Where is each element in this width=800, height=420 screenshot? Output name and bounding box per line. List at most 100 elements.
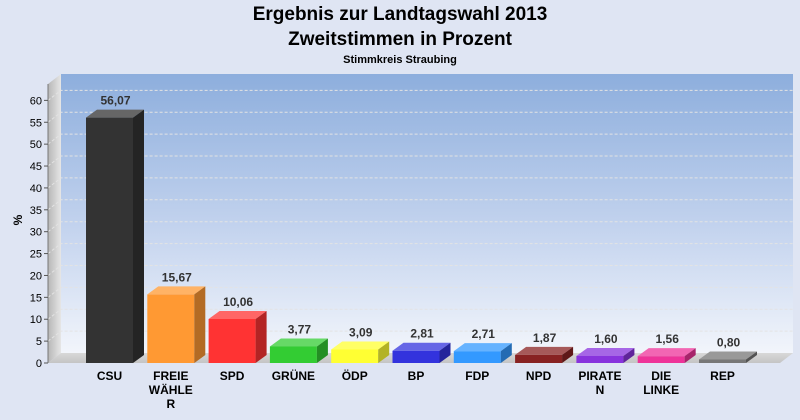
bar-value-label: 0,80 [717, 335, 741, 349]
bar-front [637, 356, 685, 363]
x-tick-label-line: BP [408, 369, 425, 383]
bar-top [637, 348, 696, 357]
y-tick-label: 55 [30, 117, 42, 129]
bar-value-label: 15,67 [162, 270, 192, 284]
bar-side [133, 109, 144, 363]
x-tick-label: CSU [97, 369, 122, 383]
x-tick-label: PIRATE N [578, 369, 621, 397]
grid-line [47, 177, 793, 189]
bar-side [623, 347, 635, 363]
bar-side [378, 341, 390, 363]
bar-value-label: 2,81 [410, 327, 434, 341]
bar-side [194, 286, 206, 363]
chart-title: Ergebnis zur Landtagswahl 2013 [252, 4, 548, 25]
x-tick-label: NPD [526, 369, 552, 383]
y-tick-label: 0 [36, 358, 42, 370]
grid-line [47, 89, 793, 101]
bar-3: 3,77 [269, 322, 328, 363]
grid-line [47, 264, 793, 276]
x-tick-label: BP [408, 369, 425, 383]
y-tick-label: 25 [30, 249, 42, 261]
chart-title-line2: Zweitstimmen in Prozent [288, 29, 512, 50]
y-tick-label: 5 [36, 336, 42, 348]
bar-top [269, 338, 328, 347]
bar-side [562, 346, 574, 363]
bar-9: 1,56 [637, 332, 696, 363]
grid-line [47, 243, 793, 254]
bar-8: 1,60 [576, 332, 635, 363]
bar-value-label: 1,60 [594, 332, 618, 346]
bar-top [331, 341, 390, 350]
bar-side [500, 343, 512, 363]
x-tick-label-line: REP [710, 369, 735, 383]
y-tick-label: 20 [30, 270, 42, 282]
bar-value-label: 10,06 [223, 295, 253, 309]
bar-side [316, 338, 328, 363]
x-tick-label-line: FDP [465, 369, 489, 383]
bar-front [453, 351, 501, 363]
x-tick-label: GRÜNE [272, 368, 315, 383]
x-tick-label-line: WÄHLE [149, 382, 193, 397]
bar-7: 1,87 [515, 331, 574, 363]
y-axis-label: % [11, 214, 25, 225]
bar-4: 3,09 [331, 325, 390, 363]
y-tick-label: 60 [30, 95, 42, 107]
y-tick-label: 15 [30, 292, 42, 304]
chart-subtitle: Stimmkreis Straubing [343, 54, 457, 66]
bar-side [684, 348, 696, 363]
bar-5: 2,81 [392, 327, 451, 363]
plot-side-wall [48, 74, 61, 363]
bar-top [699, 351, 757, 360]
bar-side [439, 342, 451, 363]
bar-front [208, 318, 256, 363]
bar-2: 10,06 [208, 295, 267, 363]
x-tick-label: FREIE WÄHLE R [149, 369, 193, 411]
x-tick-label-line: DIE [651, 369, 671, 383]
bar-side [746, 351, 757, 363]
x-tick-label: REP [710, 369, 735, 383]
y-tick-label: 35 [30, 205, 42, 217]
bar-10: 0,80 [699, 335, 757, 363]
x-tick-label-line: NPD [526, 369, 552, 383]
bar-front [269, 346, 317, 363]
x-tick-label-line: LINKE [643, 383, 679, 397]
x-tick-label-line: ÖDP [342, 368, 368, 383]
x-tick-label-line: SPD [220, 369, 245, 383]
bar-front [392, 350, 440, 363]
x-tick-label-line: FREIE [153, 369, 188, 383]
bar-top [576, 347, 635, 356]
bar-side [255, 310, 267, 363]
grid-line [47, 330, 793, 342]
x-tick-label: SPD [220, 369, 245, 383]
bar-value-label: 3,77 [288, 322, 312, 336]
grid-line [47, 221, 793, 233]
bar-value-label: 1,56 [656, 332, 680, 346]
bar-0: 56,07 [86, 94, 144, 363]
x-tick-label: ÖDP [342, 368, 368, 383]
bar-front [331, 349, 379, 363]
y-tick-label: 40 [30, 183, 42, 195]
y-tick-label: 50 [30, 139, 42, 151]
x-tick-label-line: N [596, 383, 605, 397]
grid-line [47, 133, 793, 145]
bar-front [699, 359, 746, 363]
grid-line [47, 286, 793, 298]
grid-line [47, 199, 793, 211]
bar-top [86, 109, 144, 118]
x-tick-label: FDP [465, 369, 489, 383]
grid-line [47, 111, 793, 123]
bar-value-label: 2,71 [472, 327, 496, 341]
bar-top [515, 346, 574, 355]
bar-top [208, 310, 267, 319]
y-tick-label: 45 [30, 161, 42, 173]
bar-top [147, 286, 206, 295]
y-tick-label: 10 [30, 314, 42, 326]
bar-front [576, 355, 624, 363]
x-tick-label-line: GRÜNE [272, 368, 315, 383]
grid-line [47, 155, 793, 167]
bar-front [515, 354, 563, 363]
bar-value-label: 3,09 [349, 325, 373, 339]
x-tick-label-line: PIRATE [578, 369, 621, 383]
grid-line [47, 308, 793, 320]
